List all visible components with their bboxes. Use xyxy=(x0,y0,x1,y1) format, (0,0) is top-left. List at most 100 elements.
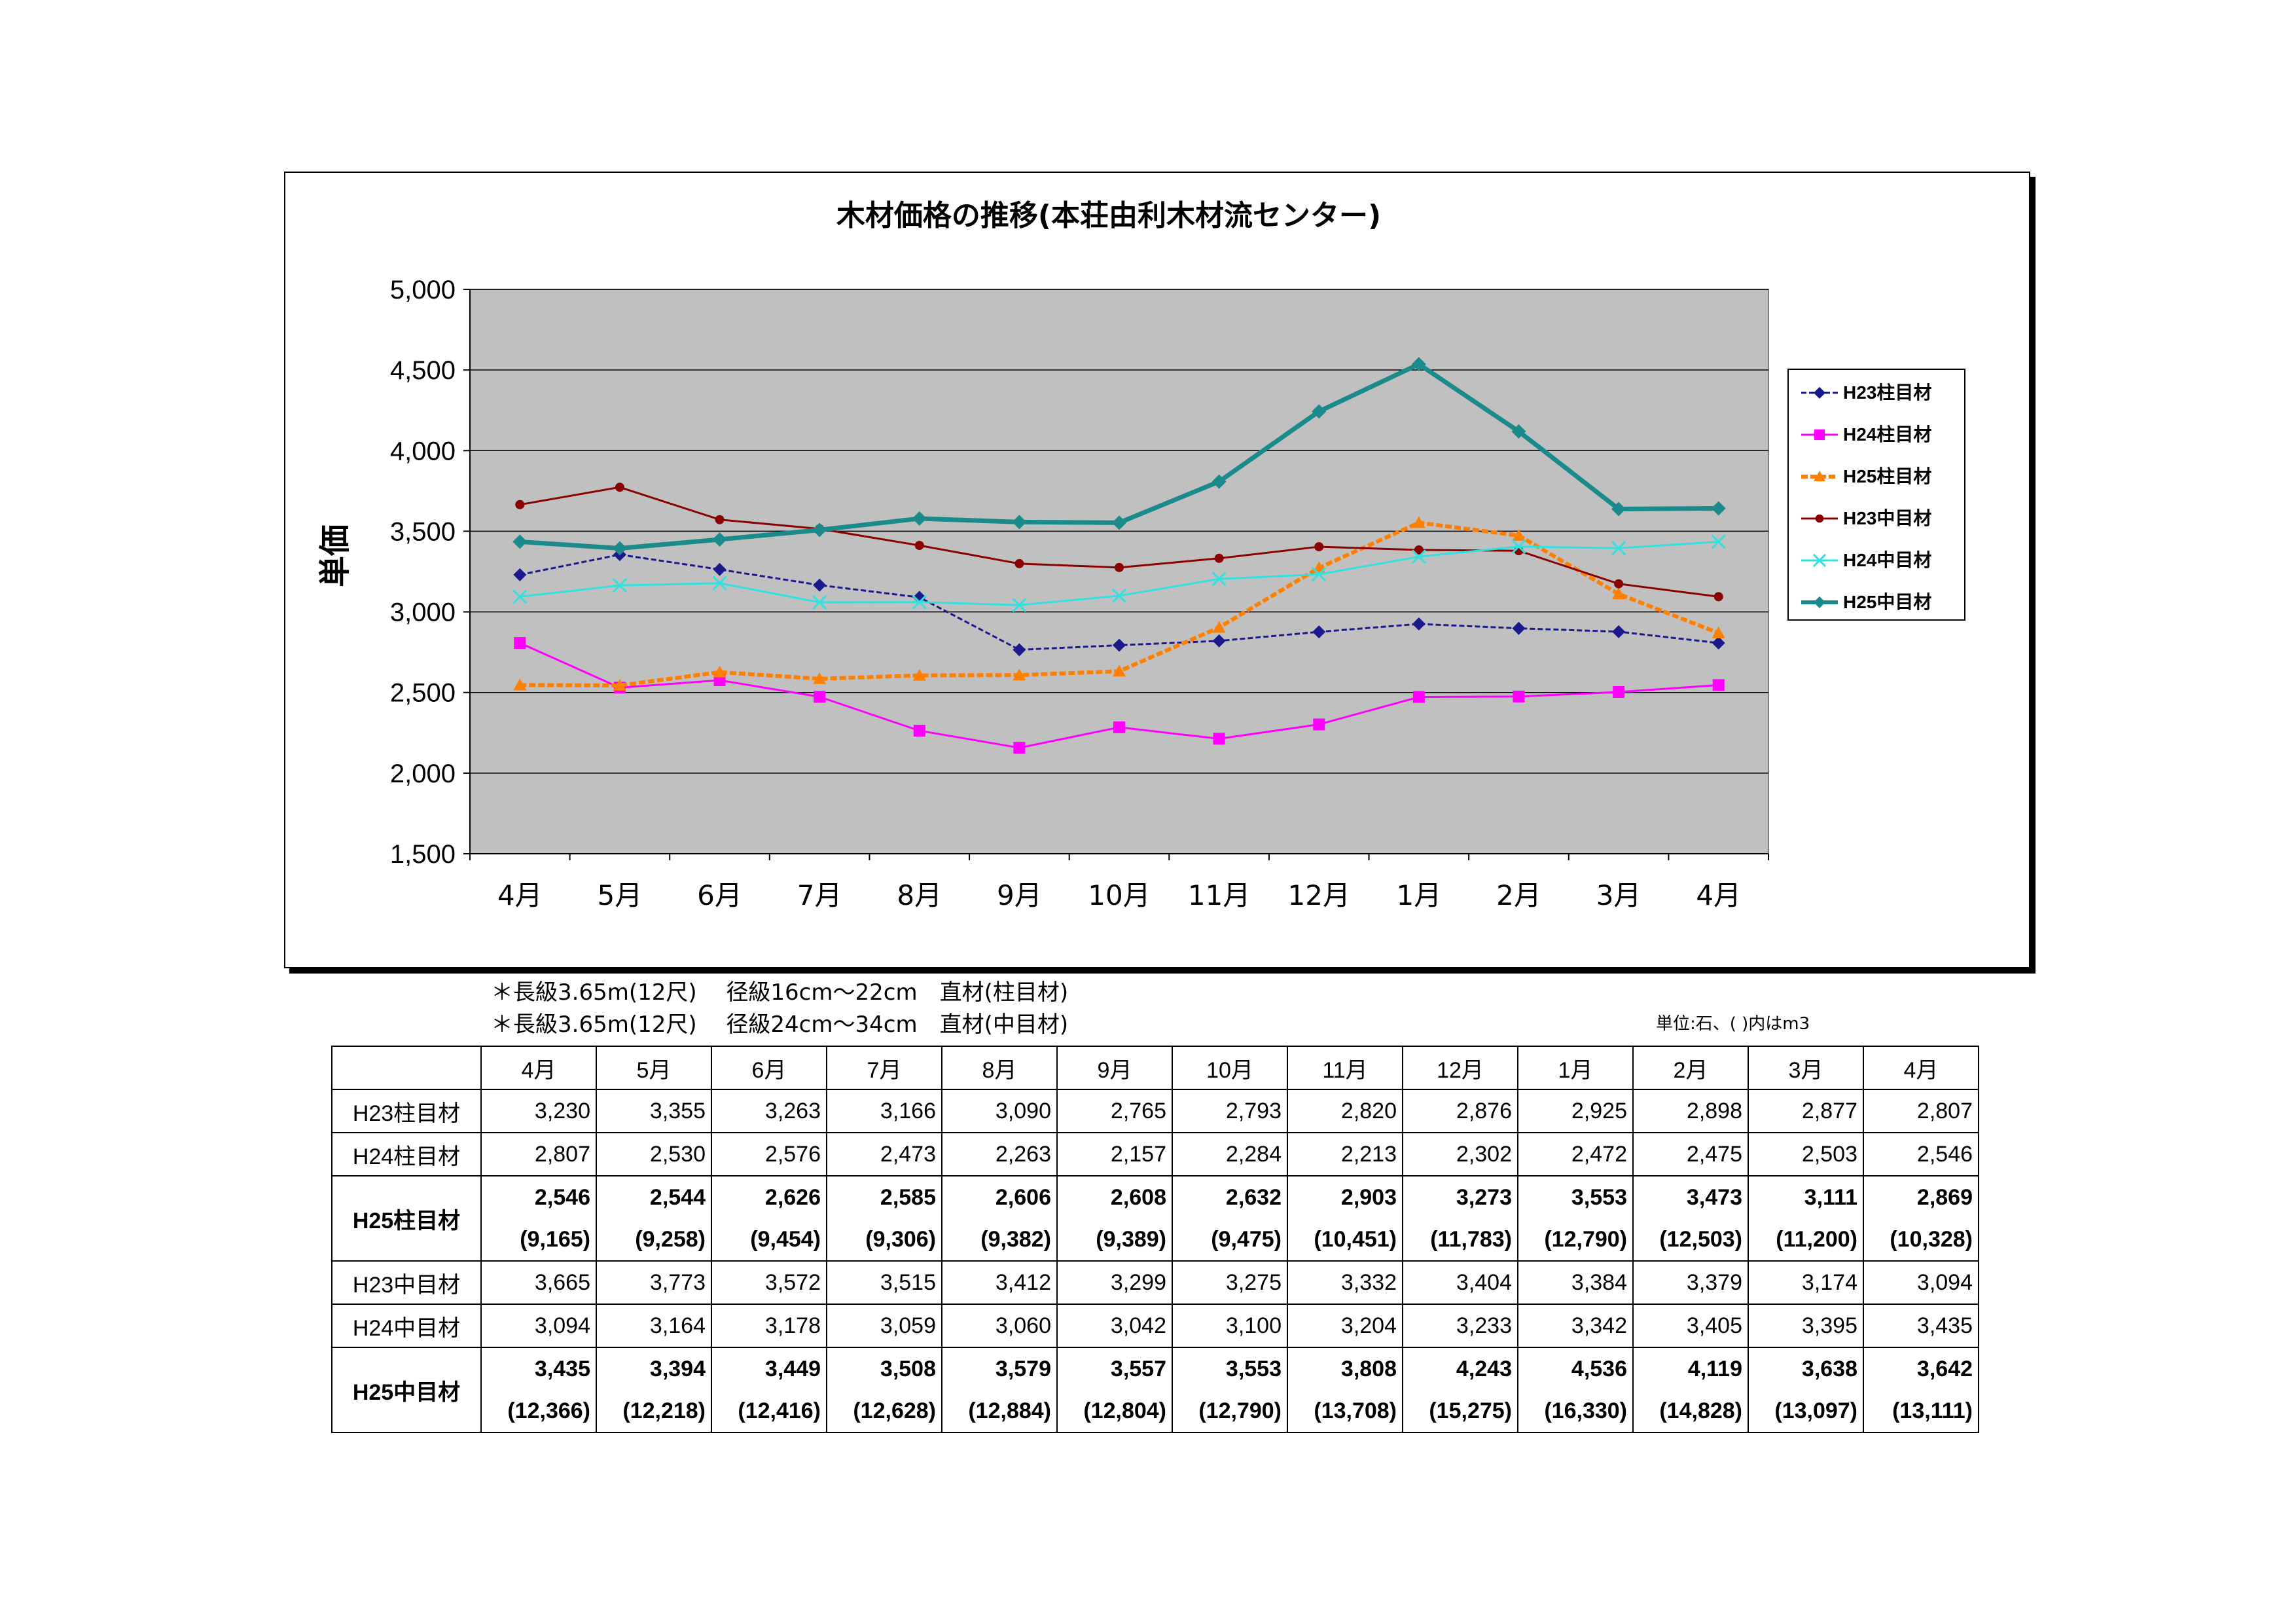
data-point xyxy=(1211,572,1227,587)
table-cell: 3,111 (11,200) xyxy=(1748,1175,1864,1262)
table-cell: 2,302 xyxy=(1402,1132,1518,1176)
data-point xyxy=(612,541,627,556)
data-point xyxy=(713,665,726,678)
cell-value-m3: (14,828) xyxy=(1659,1398,1742,1423)
data-point xyxy=(814,691,826,703)
table-cell: 2,877 xyxy=(1748,1089,1864,1133)
data-point xyxy=(1812,553,1827,568)
table-cell: 3,379 xyxy=(1632,1260,1749,1305)
table-header-cell: 8月 xyxy=(941,1046,1058,1090)
data-point xyxy=(1312,567,1327,582)
table-cell: 2,585 (9,306) xyxy=(826,1175,942,1262)
data-point xyxy=(812,594,827,610)
cell-value: 4,536 xyxy=(1571,1357,1627,1381)
data-point xyxy=(515,500,525,509)
table-cell: 2,608 (9,389) xyxy=(1056,1175,1173,1262)
data-point xyxy=(1511,424,1526,439)
table-cell: 2,820 xyxy=(1287,1089,1403,1133)
table-cell: 3,435 xyxy=(1863,1304,1979,1348)
table-cell: 2,807 xyxy=(1863,1089,1979,1133)
cell-value-m3: (9,258) xyxy=(635,1227,706,1252)
data-point xyxy=(1611,501,1626,517)
table-cell: 3,572 xyxy=(711,1260,827,1305)
table-cell: 3,449 (12,416) xyxy=(711,1347,827,1433)
data-point xyxy=(1711,501,1726,516)
series-group xyxy=(513,516,1725,691)
data-point xyxy=(1814,596,1825,608)
table-cell: 3,059 xyxy=(826,1304,942,1348)
cell-value-m3: (9,454) xyxy=(750,1227,821,1252)
cell-value: 3,553 xyxy=(1571,1185,1627,1210)
table-cell: 2,546 xyxy=(1863,1132,1979,1176)
table-cell: 3,178 xyxy=(711,1304,827,1348)
data-point xyxy=(1112,515,1126,530)
row-label: H24柱目材 xyxy=(331,1132,482,1176)
cell-value: 2,626 xyxy=(764,1185,821,1210)
cell-value-m3: (9,389) xyxy=(1096,1227,1166,1252)
data-point xyxy=(1113,665,1126,677)
data-point xyxy=(912,511,927,526)
x-axis: 4月 5月 6月 7月 8月 9月 10月 11月 12月 1月 2月 3月 4月 xyxy=(469,854,1769,911)
cell-value: 3,508 xyxy=(880,1357,936,1381)
data-point xyxy=(1212,634,1226,647)
y-tick-label: 1,500 xyxy=(390,840,456,869)
data-point xyxy=(1013,668,1026,681)
gridlines xyxy=(470,289,1768,774)
data-point xyxy=(912,668,926,681)
cell-value-m3: (13,708) xyxy=(1314,1398,1397,1423)
cell-value-m3: (12,790) xyxy=(1544,1227,1627,1252)
row-label: H25中目材 xyxy=(331,1347,482,1433)
table-header-cell: 7月 xyxy=(826,1046,942,1090)
table-header-cell: 11月 xyxy=(1287,1046,1403,1090)
table-cell: 2,869 (10,328) xyxy=(1863,1175,1979,1262)
data-point xyxy=(1111,588,1127,604)
data-point xyxy=(1512,529,1526,541)
table-cell: 3,395 xyxy=(1748,1304,1864,1348)
table-cell: 3,435 (12,366) xyxy=(480,1347,597,1433)
data-point xyxy=(713,562,726,576)
data-point xyxy=(1712,679,1725,691)
table-cell: 3,299 xyxy=(1056,1260,1173,1305)
y-tick-label: 5,000 xyxy=(390,276,456,304)
data-point xyxy=(1211,474,1227,489)
data-point xyxy=(1314,542,1324,552)
series-group xyxy=(513,548,1725,657)
table-header-row: 4月 5月 6月 7月 8月 9月 10月 11月 12月 1月 2月 3月 4… xyxy=(331,1046,1979,1090)
table-cell: 3,275 xyxy=(1172,1260,1288,1305)
table-cell: 2,876 xyxy=(1402,1089,1518,1133)
data-point xyxy=(912,594,927,610)
chart-frame: 木材価格の推移(本荘由利木材流センター) 1,500 2,000 2,500 3,00… xyxy=(284,172,2030,968)
data-point xyxy=(513,678,527,691)
data-point xyxy=(1814,387,1825,399)
data-point xyxy=(913,725,925,737)
data-point xyxy=(512,589,528,604)
data-point xyxy=(1014,558,1024,568)
table-cell: 3,557 (12,804) xyxy=(1056,1347,1173,1433)
legend-item: H23柱目材 xyxy=(1801,382,1931,403)
y-tick-label: 4,000 xyxy=(390,437,456,465)
data-point xyxy=(1712,626,1725,638)
cell-value: 4,119 xyxy=(1687,1357,1742,1381)
table-row: H24中目材 3,094 3,164 3,178 3,059 3,060 3,042 3,10… xyxy=(331,1304,1979,1348)
table-cell: 2,263 xyxy=(941,1132,1058,1176)
legend-label: H24中目材 xyxy=(1843,550,1931,570)
table-cell: 2,544 (9,258) xyxy=(596,1175,712,1262)
cell-value-m3: (16,330) xyxy=(1544,1398,1627,1423)
cell-value: 3,553 xyxy=(1225,1357,1282,1381)
table-cell: 3,638 (13,097) xyxy=(1748,1347,1864,1433)
cell-value: 3,638 xyxy=(1801,1357,1857,1381)
table-header-cell: 4月 xyxy=(480,1046,597,1090)
data-point xyxy=(813,578,827,592)
table-cell: 3,263 xyxy=(711,1089,827,1133)
cell-value-m3: (12,416) xyxy=(738,1398,821,1423)
cell-value: 2,608 xyxy=(1110,1185,1166,1210)
table-cell: 3,579 (12,884) xyxy=(941,1347,1058,1433)
table-cell: 3,394 (12,218) xyxy=(596,1347,712,1433)
cell-value-m3: (11,783) xyxy=(1430,1227,1512,1252)
table-cell: 3,553 (12,790) xyxy=(1517,1175,1634,1262)
cell-value: 2,544 xyxy=(649,1185,706,1210)
table-header-cell: 3月 xyxy=(1748,1046,1864,1090)
data-point xyxy=(715,515,725,524)
table-cell: 3,773 xyxy=(596,1260,712,1305)
table-cell: 3,412 xyxy=(941,1260,1058,1305)
